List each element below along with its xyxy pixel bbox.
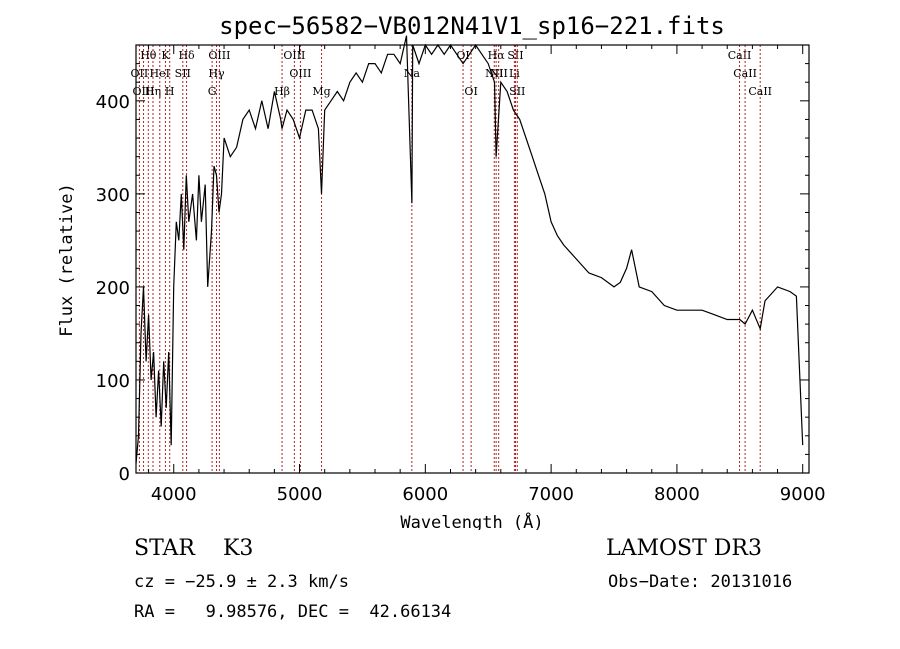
line-marker-label: Hδ [178,49,195,62]
survey-name: LAMOST DR3 [606,536,762,561]
x-tick-label: 5000 [277,484,323,505]
line-marker-label: SII [509,85,525,98]
line-marker-label: Hα [488,49,506,62]
line-marker-label: OI [456,49,469,62]
line-marker-label: K [161,49,170,62]
observation-date: Obs−Date: 20131016 [608,572,793,592]
y-axis: 0 100 200 300 400 [96,63,809,485]
ra-dec: RA = 9.98576, DEC = 42.66134 [134,602,452,622]
line-marker-label: OIII [289,67,311,80]
y-tick-label: 0 [119,464,130,485]
x-tick-label: 9000 [780,484,826,505]
line-marker-label: Mg [312,85,330,98]
line-marker-label: CaII [733,67,757,80]
line-marker-label: SII [175,67,191,80]
redshift-cz: cz = −25.9 ± 2.3 km/s [134,572,349,592]
x-tick-label: 7000 [528,484,574,505]
line-marker-label: Hθ [140,49,157,62]
line-marker-label: HeI [150,67,170,80]
line-marker-label: Li [509,67,520,80]
line-marker-label: G [208,85,217,98]
object-class: STAR K3 [134,536,254,561]
line-marker-label: OIII [133,85,155,98]
y-tick-label: 200 [96,278,130,299]
x-tick-label: 8000 [654,484,700,505]
line-marker-label: H [165,85,175,98]
line-marker-label: OIII [208,49,230,62]
line-marker-label: OII [131,67,149,80]
line-marker-label: Hη [145,85,161,98]
x-tick-label: 4000 [151,484,197,505]
line-marker-label: SII [507,49,523,62]
line-marker-label: OIII [283,49,305,62]
spectrum-line [135,35,804,464]
y-tick-label: 400 [96,92,130,113]
line-marker-label: Hγ [208,67,225,80]
chart-title: spec−56582−VB012N41V1_sp16−221.fits [219,12,725,40]
y-axis-label: Flux (relative) [57,183,77,337]
x-axis-label: Wavelength (Å) [400,511,543,530]
plot-frame [135,44,810,474]
line-marker-label: Hβ [274,85,290,98]
x-tick-label: 6000 [402,484,448,505]
y-tick-label: 100 [96,371,130,392]
line-marker-label: CaII [728,49,752,62]
line-marker-label: NII [490,67,508,80]
line-marker-label: CaII [748,85,772,98]
y-tick-label: 300 [96,185,130,206]
x-axis: 4000 5000 6000 7000 8000 9000 [148,45,826,505]
line-marker-label: OI [464,85,477,98]
